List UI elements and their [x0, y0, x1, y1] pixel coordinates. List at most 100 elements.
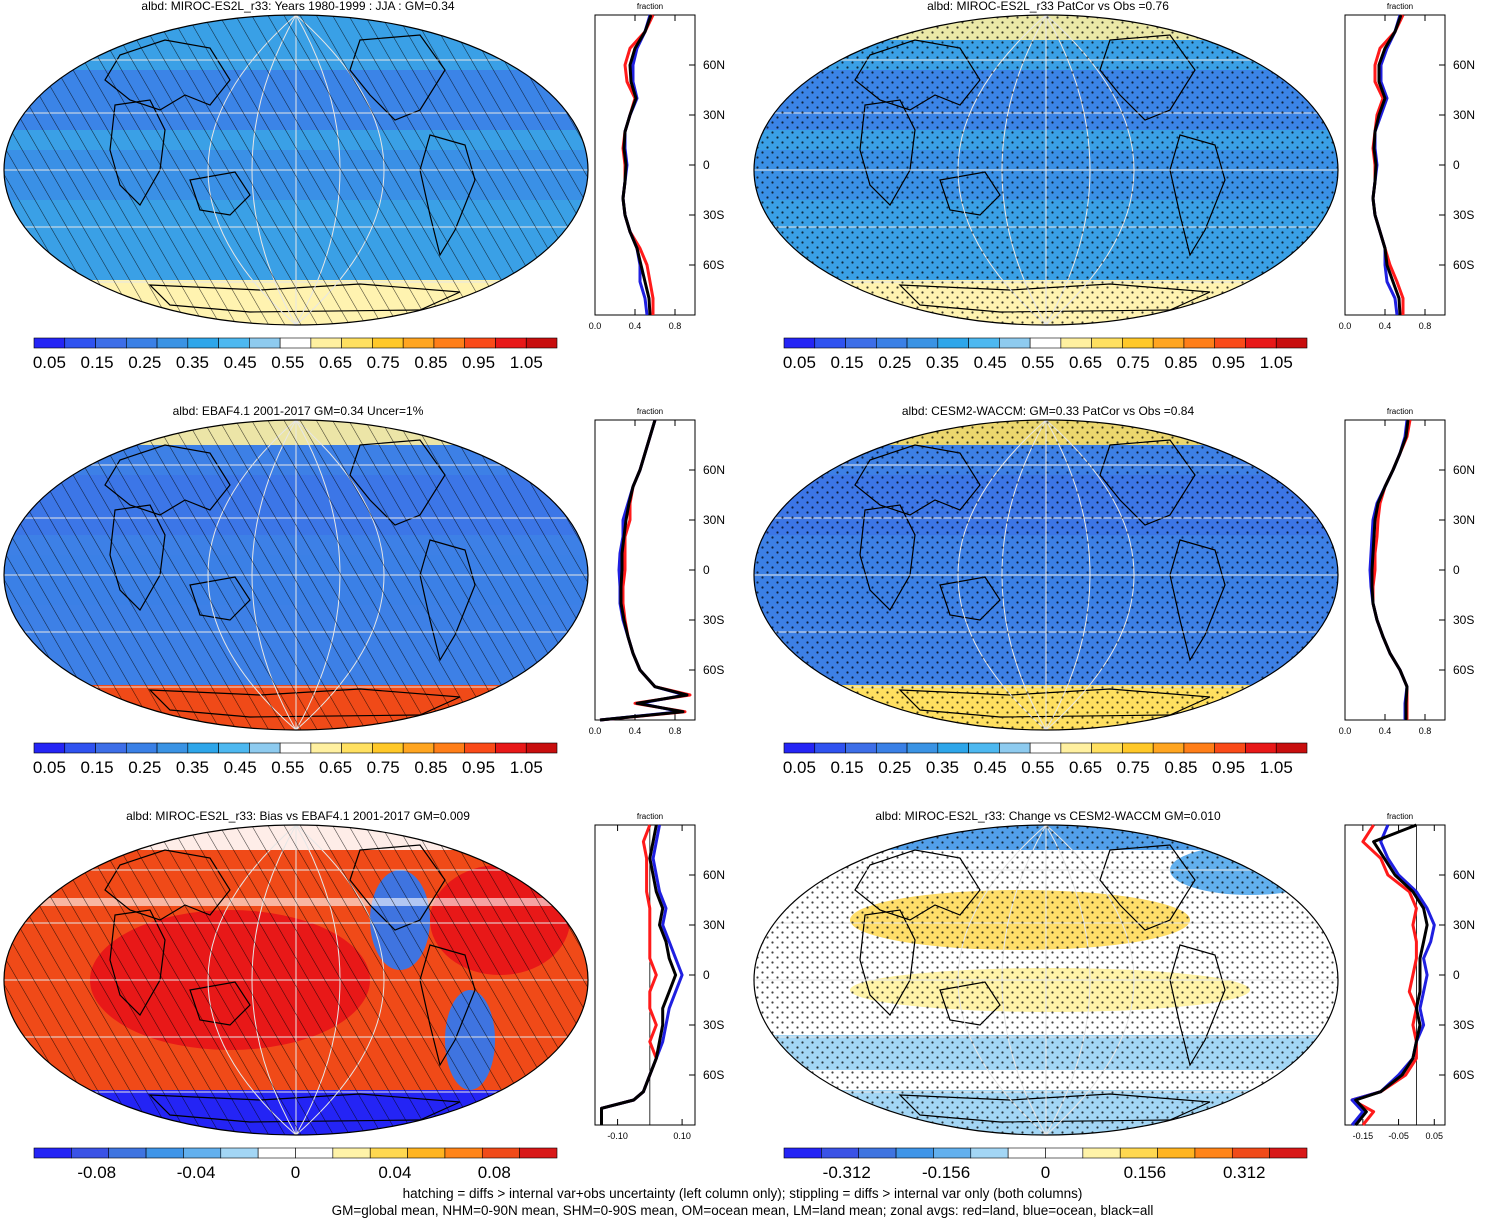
- colorbar-box: [783, 742, 816, 754]
- colorbar-box: [108, 1147, 147, 1159]
- colorbar-box: [845, 742, 877, 754]
- zonal-ytick-label: 30S: [703, 1018, 724, 1032]
- colorbar-box: [332, 1147, 371, 1159]
- zonal-ytick-label: 60S: [703, 663, 724, 677]
- colorbar-box: [95, 742, 127, 754]
- colorbar-label: 0.35: [176, 353, 209, 372]
- colorbar-box: [1029, 742, 1062, 754]
- panel-p4: albd: CESM2-WACCM: GM=0.33 PatCor vs Obs…: [750, 404, 1485, 805]
- colorbar-box: [249, 337, 281, 349]
- zonal-xtick-label: 0.8: [669, 726, 682, 736]
- colorbar-box: [187, 337, 219, 349]
- map-title: albd: EBAF4.1 2001-2017 GM=0.34 Uncer=1%: [172, 404, 424, 418]
- zonal-xtick-label: 0.05: [1426, 1131, 1444, 1141]
- colorbar-box: [310, 742, 342, 754]
- colorbar-box: [525, 337, 558, 349]
- zonal-frame: [594, 14, 696, 316]
- colorbar-box: [814, 337, 846, 349]
- zonal-xtick-label: -0.05: [1388, 1131, 1409, 1141]
- panel-graphics: 0.05 0.15 0.25 0.35 0.45 0.55 0.65 0.75 0.85 0.95…: [753, 407, 1475, 777]
- map-hatching: [4, 15, 588, 325]
- zonal-ytick-label: 60N: [703, 463, 725, 477]
- map-field: [754, 15, 1338, 325]
- colorbar-box: [295, 1147, 334, 1159]
- colorbar-box: [407, 1147, 446, 1159]
- colorbar-box: [1060, 337, 1092, 349]
- colorbar-label: 0.55: [271, 353, 304, 372]
- colorbar-box: [183, 1147, 222, 1159]
- colorbar-box: [1194, 1147, 1233, 1159]
- map-stippling: [754, 15, 1338, 325]
- zonal-xtick-label: 0.4: [629, 726, 642, 736]
- colorbar-label: 0.95: [1212, 758, 1245, 777]
- colorbar-label: 1.05: [510, 353, 543, 372]
- colorbar-box: [218, 742, 250, 754]
- map-hatching: [4, 420, 588, 730]
- colorbar-label: 0.05: [783, 758, 816, 777]
- colorbar-box: [372, 742, 404, 754]
- colorbar-box: [95, 337, 127, 349]
- colorbar-label: 0.55: [1021, 353, 1054, 372]
- colorbar-box: [1214, 337, 1246, 349]
- colorbar-label: 0.45: [974, 758, 1007, 777]
- zonal-xtick-label: 0.0: [589, 726, 602, 736]
- map-title: albd: MIROC-ES2L_r33: Change vs CESM2-WA…: [875, 809, 1221, 823]
- colorbar-label: 0.75: [367, 758, 400, 777]
- zonal-xtick-label: 0.8: [1419, 321, 1432, 331]
- colorbar-label: 0.25: [128, 758, 161, 777]
- zonal-header: fraction: [637, 2, 663, 11]
- map-stippling: [754, 825, 1338, 1135]
- panel-graphics: 0.05 0.15 0.25 0.35 0.45 0.55 0.65 0.75 0.85 0.95…: [3, 407, 725, 777]
- colorbar-label: 0.85: [1164, 758, 1197, 777]
- colorbar-box: [1275, 742, 1308, 754]
- colorbar-box: [1245, 337, 1277, 349]
- colorbar-box: [821, 1147, 860, 1159]
- colorbar-box: [464, 337, 496, 349]
- panel-graphics: -0.08 -0.04 0 0.04 0.08 fraction -0.10 0.10 60N 3…: [3, 812, 725, 1182]
- zonal-line-all: [599, 419, 689, 722]
- map-title: albd: MIROC-ES2L_r33: Years 1980-1999 : …: [141, 0, 455, 13]
- zonal-ytick-label: 60N: [703, 58, 725, 72]
- zonal-header: fraction: [1387, 812, 1413, 821]
- colorbar-label: -0.08: [77, 1163, 116, 1182]
- colorbar-box: [933, 1147, 972, 1159]
- colorbar-box: [968, 337, 1000, 349]
- colorbar-box: [858, 1147, 897, 1159]
- colorbar-box: [369, 1147, 408, 1159]
- colorbar-label: 0.75: [1117, 353, 1150, 372]
- zonal-frame: [594, 419, 696, 721]
- zonal-xtick-label: 0.4: [629, 321, 642, 331]
- colorbar-box: [1183, 337, 1216, 349]
- colorbar-label: 0.156: [1124, 1163, 1167, 1182]
- colorbar-label: 0.35: [926, 353, 959, 372]
- zonal-ytick-label: 30N: [1453, 513, 1475, 527]
- colorbar-box: [433, 742, 466, 754]
- colorbar-box: [999, 742, 1031, 754]
- zonal-ytick-label: 30N: [1453, 918, 1475, 932]
- colorbar-box: [495, 742, 527, 754]
- panel-graphics: 0.05 0.15 0.25 0.35 0.45 0.55 0.65 0.75 0.85 0.95…: [3, 2, 725, 372]
- colorbar-box: [310, 337, 342, 349]
- colorbar-box: [1045, 1147, 1084, 1159]
- colorbar-label: 1.05: [1260, 353, 1293, 372]
- zonal-ytick-label: 60S: [703, 258, 724, 272]
- colorbar-label: 1.05: [510, 758, 543, 777]
- colorbar-label: -0.04: [177, 1163, 216, 1182]
- map-outline: [3, 824, 589, 1136]
- colorbar-label: 0.35: [176, 758, 209, 777]
- colorbar-label: 0.05: [33, 758, 66, 777]
- colorbar-box: [1119, 1147, 1158, 1159]
- colorbar-box: [156, 742, 189, 754]
- colorbar-box: [783, 337, 816, 349]
- map-outline: [753, 419, 1339, 731]
- colorbar-box: [187, 742, 219, 754]
- colorbar-label: -0.156: [922, 1163, 970, 1182]
- map-field: [4, 15, 588, 325]
- colorbar-box: [906, 742, 939, 754]
- colorbar-box: [1183, 742, 1216, 754]
- zonal-xtick-label: 0.0: [1339, 726, 1352, 736]
- colorbar-box: [495, 337, 527, 349]
- colorbar-label: 0.95: [462, 758, 495, 777]
- zonal-frame: [1344, 419, 1446, 721]
- colorbar-label: 0.85: [414, 353, 447, 372]
